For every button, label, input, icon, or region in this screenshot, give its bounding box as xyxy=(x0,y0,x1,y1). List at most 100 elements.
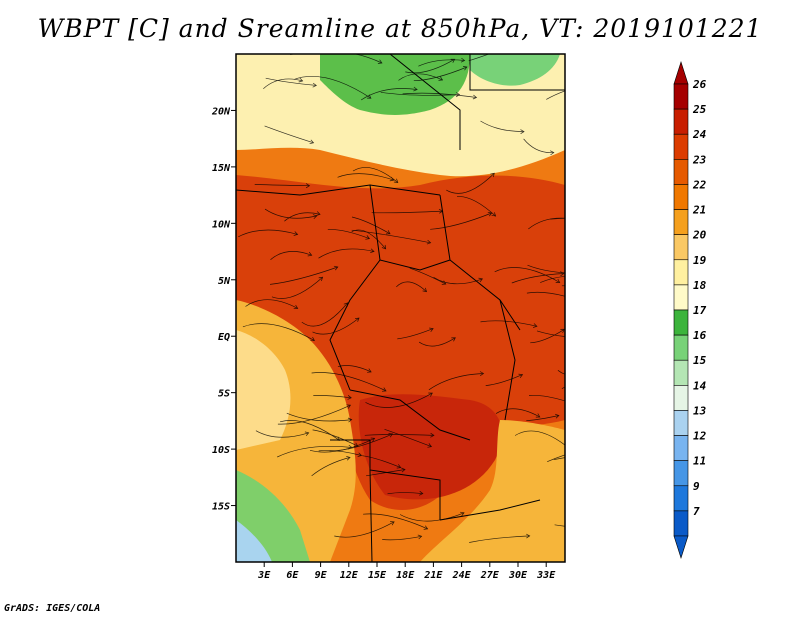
streamline xyxy=(280,420,340,441)
streamline-arrow xyxy=(478,277,484,283)
streamline-arrow xyxy=(610,277,614,281)
colorbar-label: 20 xyxy=(692,229,707,242)
streamline xyxy=(364,434,434,436)
streamline-arrow xyxy=(423,525,429,530)
chart-title: WBPT [C] and Sreamline at 850hPa, VT: 20… xyxy=(37,14,763,43)
colorbar-label: 24 xyxy=(692,128,707,141)
streamline xyxy=(418,59,465,67)
colorbar-segment xyxy=(673,209,689,235)
streamline xyxy=(329,54,383,64)
streamline xyxy=(540,276,565,283)
streamline-arrow xyxy=(346,455,351,461)
streamline xyxy=(485,374,523,386)
streamline xyxy=(254,184,310,187)
streamline xyxy=(514,430,565,446)
lat-tick-label: 20N xyxy=(211,106,231,117)
streamline xyxy=(313,395,352,399)
streamline xyxy=(536,330,565,337)
streamline xyxy=(398,73,443,81)
colorbar-segment xyxy=(673,410,689,436)
lon-tick-label: 24E xyxy=(452,570,472,581)
colorbar-segment xyxy=(673,133,689,160)
map-frame xyxy=(235,53,566,563)
streamline-arrow xyxy=(555,278,561,283)
streamline xyxy=(366,469,406,477)
streamline-arrow xyxy=(632,287,636,291)
lat-tick-label: 5S xyxy=(218,389,230,400)
streamline-arrow xyxy=(389,176,395,182)
streamline xyxy=(365,392,433,408)
streamline-arrow xyxy=(532,323,538,328)
streamline xyxy=(557,370,565,375)
colorbar-label: 23 xyxy=(692,153,707,166)
lat-tick-label: 5N xyxy=(218,276,231,287)
lat-tick-label: EQ xyxy=(218,332,230,343)
colorbar-label: 11 xyxy=(693,455,706,468)
colorbar-segment xyxy=(673,83,689,110)
colorbar-label: 7 xyxy=(693,505,700,518)
streamline-arrow xyxy=(370,437,376,442)
streamline-arrow xyxy=(417,534,423,540)
streamline-arrow xyxy=(599,217,603,221)
streamline xyxy=(495,408,540,418)
streamline-arrow xyxy=(381,244,387,250)
streamline xyxy=(245,299,298,309)
streamline-arrow xyxy=(312,214,318,219)
streamline-arrow xyxy=(310,336,315,342)
streamline xyxy=(527,264,565,274)
streamline-arrow xyxy=(427,443,433,448)
streamline-arrow xyxy=(370,248,375,254)
streamline xyxy=(528,394,565,402)
streamline-arrow xyxy=(518,373,524,379)
streamline xyxy=(318,248,375,259)
streamline xyxy=(428,373,484,391)
lon-tick-label: 18E xyxy=(396,570,415,581)
streamline-arrow xyxy=(357,452,363,458)
streamline xyxy=(311,457,351,477)
streamline xyxy=(409,267,446,285)
grads-credit: GrADS: IGES/COLA xyxy=(4,603,101,614)
latitude-axis: 20N 15N 10N 5N EQ 5S 10S 15S xyxy=(211,106,236,513)
colorbar: 26 25 24 23 22 21 20 19 18 17 16 15 14 13 12 11 9 7 xyxy=(673,61,707,559)
streamline xyxy=(271,276,323,299)
zone-yellow-southeast xyxy=(420,420,565,562)
streamline-arrow xyxy=(318,276,324,282)
streamline-arrow xyxy=(462,66,468,71)
lat-tick-label: 10S xyxy=(212,445,230,456)
streamline-arrow xyxy=(430,432,435,438)
colorbar-label: 17 xyxy=(693,304,707,317)
streamline xyxy=(561,285,565,287)
streamline-arrow xyxy=(304,431,310,437)
streamline xyxy=(530,329,565,344)
colorbar-segment xyxy=(673,234,689,261)
streamline-arrow xyxy=(460,57,466,63)
colorbar-segment xyxy=(673,309,689,336)
streamline-arrow xyxy=(507,45,511,49)
colorbar-segment xyxy=(673,108,689,135)
colorbar-bottom-arrow xyxy=(673,535,689,559)
colorbar-label: 15 xyxy=(693,354,707,367)
streamline-arrow xyxy=(455,92,461,98)
streamline xyxy=(546,90,565,100)
colorbar-segment xyxy=(673,284,689,311)
streamline-arrow xyxy=(490,172,495,178)
streamline-arrow xyxy=(401,467,406,473)
streamline xyxy=(311,372,387,392)
streamline xyxy=(351,216,391,235)
zone-green-north-2 xyxy=(470,54,560,86)
streamline-arrow xyxy=(293,231,299,236)
streamline xyxy=(351,229,431,244)
streamline-arrow xyxy=(573,402,577,406)
streamline xyxy=(293,75,372,99)
streamline xyxy=(553,457,565,461)
streamline xyxy=(312,429,359,447)
streamline-arrow xyxy=(316,211,321,216)
streamline xyxy=(264,208,317,219)
streamline-arrow xyxy=(567,216,571,220)
streamline xyxy=(263,78,303,89)
streamline-arrow xyxy=(396,464,402,469)
streamline xyxy=(360,88,418,101)
streamline xyxy=(352,167,399,183)
streamline-arrow xyxy=(347,417,353,423)
